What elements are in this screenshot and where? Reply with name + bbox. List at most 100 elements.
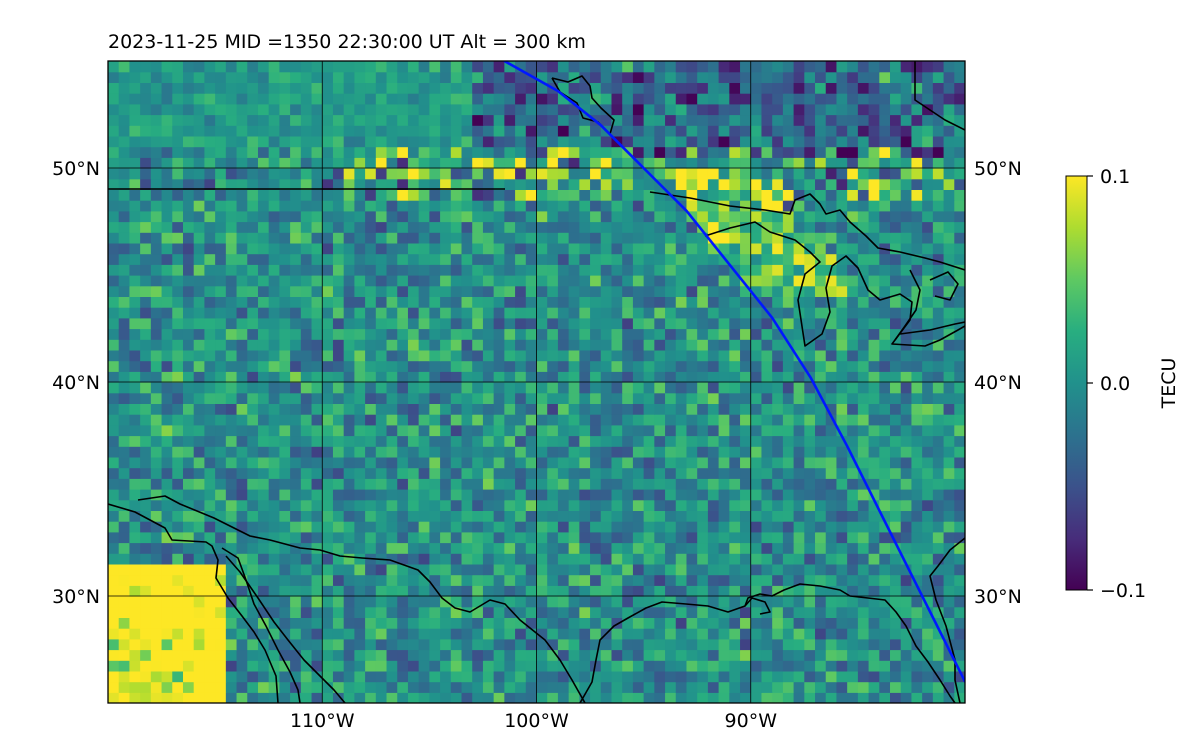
- heatmap-cell: [344, 222, 355, 233]
- heatmap-cell: [194, 275, 205, 286]
- heatmap-cell: [140, 115, 151, 126]
- heatmap-cell: [162, 147, 173, 158]
- heatmap-cell: [890, 211, 901, 222]
- heatmap-cell: [654, 243, 665, 254]
- heatmap-cell: [858, 425, 869, 436]
- heatmap-cell: [676, 468, 687, 479]
- heatmap-cell: [376, 639, 387, 650]
- heatmap-cell: [869, 222, 880, 233]
- heatmap-cell: [429, 457, 440, 468]
- heatmap-cell: [676, 243, 687, 254]
- heatmap-cell: [826, 179, 837, 190]
- heatmap-cell: [622, 339, 633, 350]
- heatmap-cell: [772, 189, 783, 200]
- heatmap-cell: [590, 243, 601, 254]
- heatmap-cell: [676, 553, 687, 564]
- heatmap-cell: [290, 339, 301, 350]
- heatmap-cell: [322, 478, 333, 489]
- heatmap-cell: [686, 521, 697, 532]
- heatmap-cell: [869, 264, 880, 275]
- heatmap-cell: [494, 296, 505, 307]
- heatmap-cell: [429, 211, 440, 222]
- heatmap-cell: [826, 104, 837, 115]
- heatmap-cell: [847, 61, 858, 72]
- heatmap-cell: [472, 468, 483, 479]
- heatmap-cell: [729, 232, 740, 243]
- heatmap-cell: [526, 607, 537, 618]
- heatmap-cell: [151, 650, 162, 661]
- heatmap-cell: [322, 264, 333, 275]
- heatmap-cell: [333, 436, 344, 447]
- heatmap-cell: [333, 639, 344, 650]
- heatmap-cell: [611, 339, 622, 350]
- heatmap-cell: [312, 382, 323, 393]
- heatmap-cell: [397, 200, 408, 211]
- heatmap-cell: [483, 371, 494, 382]
- heatmap-cell: [376, 510, 387, 521]
- heatmap-cell: [408, 82, 419, 93]
- heatmap-cell: [397, 468, 408, 479]
- heatmap-cell: [451, 361, 462, 372]
- heatmap-cell: [622, 692, 633, 703]
- heatmap-cell: [162, 446, 173, 457]
- heatmap-cell: [719, 275, 730, 286]
- heatmap-cell: [440, 200, 451, 211]
- heatmap-cell: [590, 585, 601, 596]
- heatmap-cell: [772, 339, 783, 350]
- heatmap-cell: [215, 93, 226, 104]
- heatmap-cell: [729, 82, 740, 93]
- heatmap-cell: [633, 115, 644, 126]
- heatmap-cell: [494, 692, 505, 703]
- heatmap-cell: [826, 596, 837, 607]
- heatmap-cell: [290, 189, 301, 200]
- heatmap-cell: [761, 339, 772, 350]
- heatmap-cell: [740, 329, 751, 340]
- heatmap-cell: [462, 650, 473, 661]
- heatmap-cell: [204, 232, 215, 243]
- heatmap-cell: [151, 115, 162, 126]
- heatmap-cell: [879, 682, 890, 693]
- heatmap-cell: [397, 639, 408, 650]
- heatmap-cell: [301, 104, 312, 115]
- heatmap-cell: [397, 275, 408, 286]
- heatmap-cell: [451, 189, 462, 200]
- heatmap-cell: [869, 254, 880, 265]
- heatmap-cell: [419, 243, 430, 254]
- heatmap-cell: [333, 671, 344, 682]
- heatmap-cell: [879, 371, 890, 382]
- heatmap-cell: [804, 179, 815, 190]
- heatmap-cell: [579, 296, 590, 307]
- heatmap-cell: [194, 222, 205, 233]
- heatmap-cell: [665, 168, 676, 179]
- heatmap-cell: [772, 168, 783, 179]
- heatmap-cell: [772, 692, 783, 703]
- heatmap-cell: [419, 254, 430, 265]
- heatmap-cell: [901, 436, 912, 447]
- heatmap-cell: [129, 489, 140, 500]
- heatmap-cell: [879, 564, 890, 575]
- heatmap-cell: [108, 575, 119, 586]
- heatmap-cell: [204, 125, 215, 136]
- heatmap-cell: [472, 189, 483, 200]
- heatmap-cell: [794, 157, 805, 168]
- heatmap-cell: [644, 243, 655, 254]
- heatmap-cell: [719, 660, 730, 671]
- heatmap-cell: [751, 361, 762, 372]
- heatmap-cell: [258, 61, 269, 72]
- heatmap-cell: [569, 254, 580, 265]
- heatmap-cell: [611, 296, 622, 307]
- heatmap-cell: [462, 318, 473, 329]
- heatmap-cell: [472, 617, 483, 628]
- heatmap-cell: [729, 189, 740, 200]
- heatmap-cell: [794, 115, 805, 126]
- heatmap-cell: [890, 264, 901, 275]
- heatmap-cell: [301, 478, 312, 489]
- heatmap-cell: [215, 468, 226, 479]
- heatmap-cell: [129, 500, 140, 511]
- heatmap-cell: [836, 350, 847, 361]
- heatmap-cell: [611, 521, 622, 532]
- heatmap-cell: [119, 125, 130, 136]
- heatmap-cell: [140, 350, 151, 361]
- heatmap-cell: [451, 510, 462, 521]
- heatmap-cell: [108, 222, 119, 233]
